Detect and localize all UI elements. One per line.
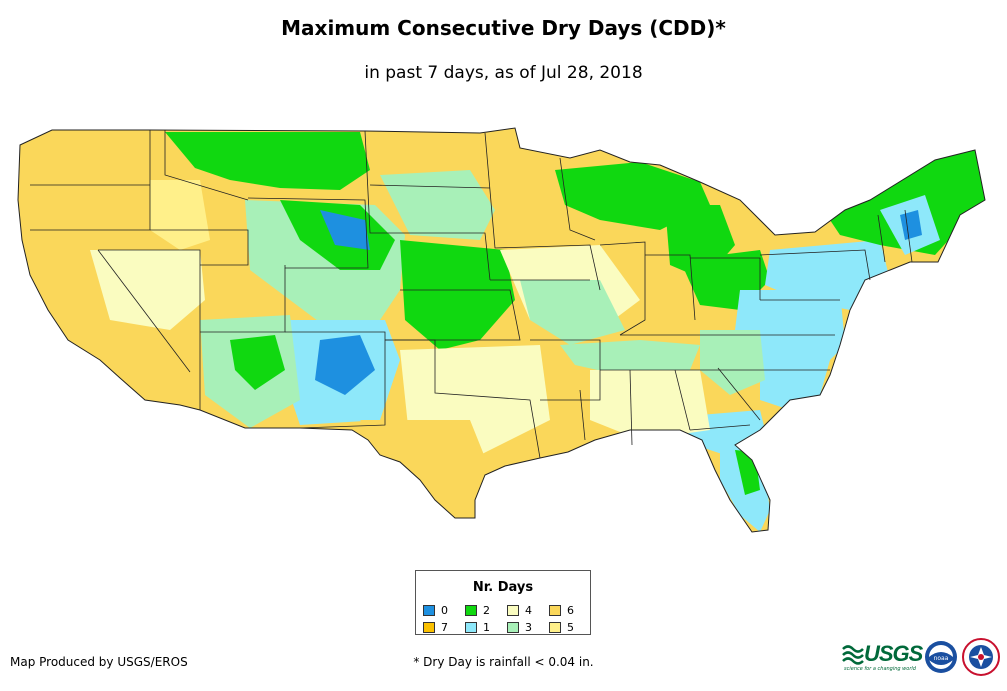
legend-item: 2 — [465, 603, 507, 617]
legend-item: 5 — [549, 620, 591, 634]
usgs-logo: USGS science for a changing world — [842, 641, 923, 675]
legend-item: 4 — [507, 603, 549, 617]
legend-swatch — [465, 621, 477, 633]
us-outline — [17, 127, 986, 533]
legend-item: 0 — [423, 603, 465, 617]
map-subtitle: in past 7 days, as of Jul 28, 2018 — [364, 63, 643, 83]
legend-label: 1 — [483, 620, 490, 634]
legend-title: Nr. Days — [472, 580, 534, 595]
legend-swatch — [423, 604, 435, 616]
legend: Nr. Days 0 2 4 6 7 1 3 5 — [415, 570, 591, 635]
legend-label: 2 — [483, 603, 490, 617]
legend-label: 0 — [441, 603, 448, 617]
legend-swatch — [549, 621, 561, 633]
legend-swatch — [423, 621, 435, 633]
map-title: Maximum Consecutive Dry Days (CDD)* — [281, 16, 726, 40]
cdd-map — [17, 127, 986, 533]
state-boundaries — [30, 130, 913, 459]
legend-swatch — [507, 621, 519, 633]
legend-label: 3 — [525, 620, 532, 634]
cdd-raster — [18, 128, 985, 532]
legend-swatch — [549, 604, 561, 616]
legend-item: 6 — [549, 603, 591, 617]
footnote-text: * Dry Day is rainfall < 0.04 in. — [413, 655, 594, 669]
usgs-tagline: science for a changing world — [844, 666, 916, 672]
usgs-wave-icon — [842, 645, 864, 665]
legend-swatch — [465, 604, 477, 616]
noaa-logo-icon: noaa — [925, 641, 957, 673]
legend-items: 0 2 4 6 7 1 3 5 — [423, 603, 591, 634]
legend-item: 7 — [423, 620, 465, 634]
legend-label: 5 — [567, 620, 574, 634]
legend-item: 3 — [507, 620, 549, 634]
legend-item: 1 — [465, 620, 507, 634]
legend-label: 6 — [567, 603, 574, 617]
usgs-wordmark: USGS — [864, 641, 923, 666]
noaa-logo-text: noaa — [934, 655, 949, 662]
legend-label: 7 — [441, 620, 448, 634]
credit-text: Map Produced by USGS/EROS — [10, 655, 188, 669]
legend-swatch — [507, 604, 519, 616]
legend-label: 4 — [525, 603, 532, 617]
nws-logo-icon — [962, 638, 1000, 676]
